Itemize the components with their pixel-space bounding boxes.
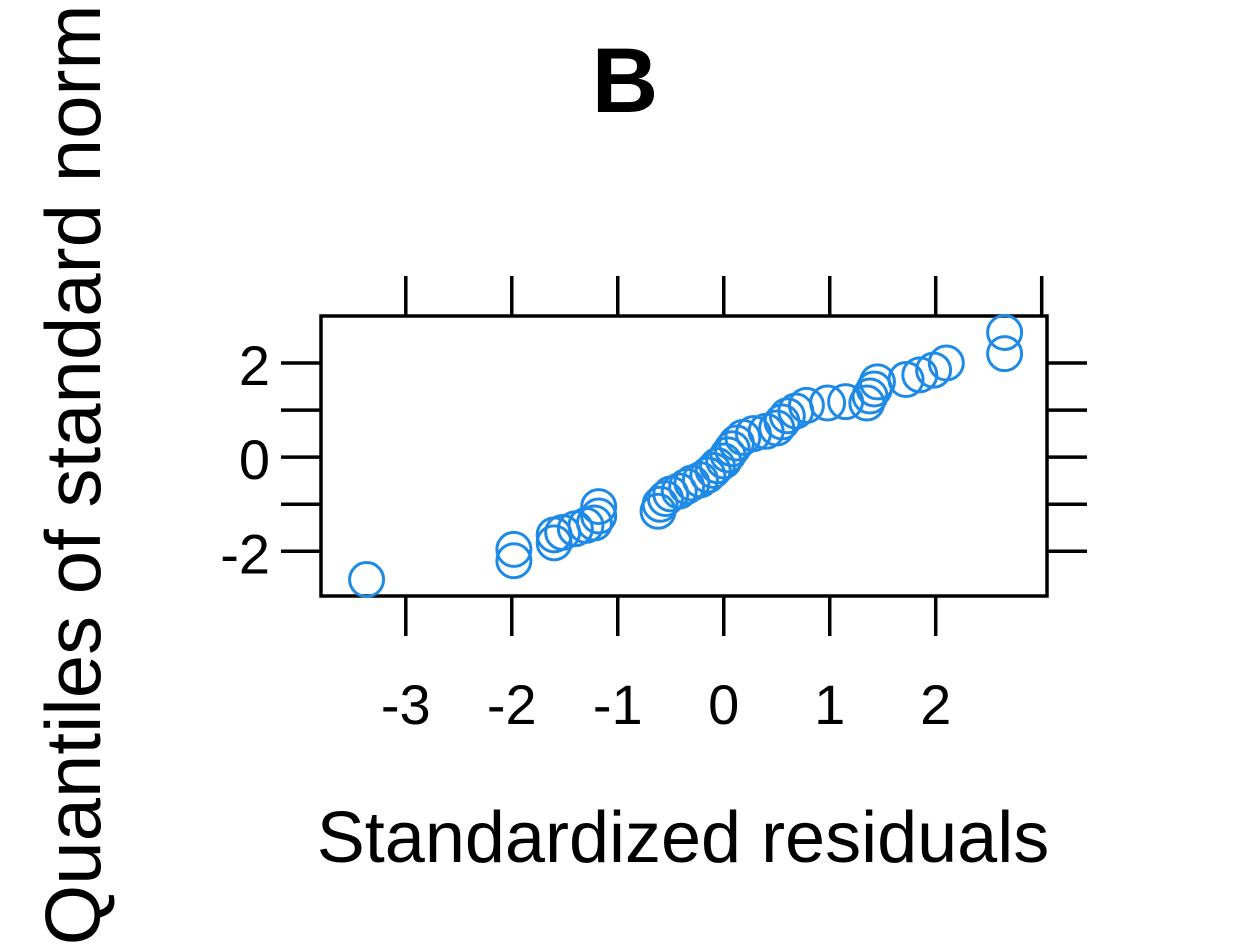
y-tick-label: 0	[239, 428, 270, 491]
data-point	[575, 504, 613, 542]
data-point	[986, 335, 1024, 373]
axis-ticks	[281, 276, 1087, 636]
data-point	[858, 363, 896, 401]
x-tick-label: 1	[814, 673, 845, 736]
data-point	[641, 485, 679, 523]
chart-title: B	[592, 30, 658, 132]
data-point	[495, 542, 533, 580]
x-tick-label: -1	[593, 673, 643, 736]
data-point	[535, 524, 573, 562]
data-point	[809, 384, 847, 422]
data-point	[348, 561, 386, 599]
data-point	[927, 344, 965, 382]
data-point	[986, 313, 1024, 351]
data-point	[787, 386, 825, 424]
x-tick-label: 2	[920, 673, 951, 736]
data-points	[348, 313, 1024, 599]
y-tick-label: -2	[220, 522, 270, 585]
y-tick-label: 2	[239, 334, 270, 397]
data-point	[580, 497, 618, 535]
y-axis-label: Quantiles of standard norm	[29, 5, 117, 946]
x-tick-label: 0	[708, 673, 739, 736]
data-point	[580, 488, 618, 526]
x-tick-label: -3	[381, 673, 431, 736]
plot-frame	[319, 314, 1049, 598]
x-axis-label: Standardized residuals	[317, 798, 1049, 878]
axis-tick-labels: -3 -2 -1 0 1 2 -2 0 2	[220, 334, 951, 736]
data-point	[495, 530, 533, 568]
data-point	[768, 397, 806, 435]
x-tick-label: -2	[487, 673, 537, 736]
